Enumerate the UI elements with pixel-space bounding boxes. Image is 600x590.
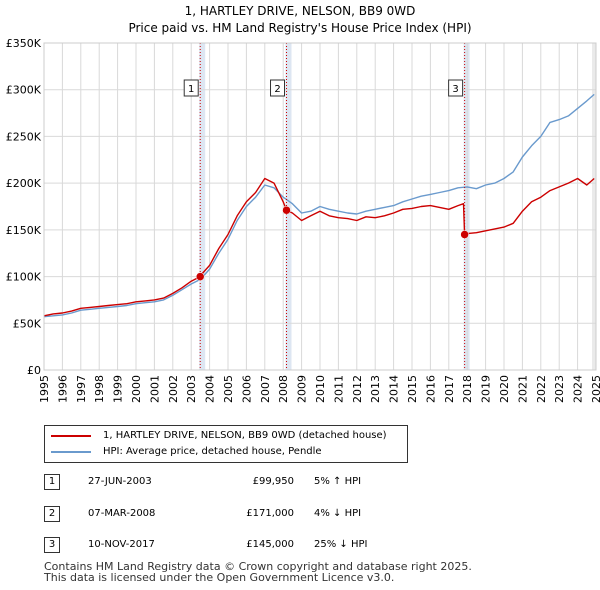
x-tick-label: 1999 [112,375,125,403]
sale-label-number: 2 [274,84,280,95]
chart-legend: 1, HARTLEY DRIVE, NELSON, BB9 0WD (detac… [44,425,408,463]
legend-swatch-property [51,435,91,437]
plot-frame [43,42,597,371]
x-tick-label: 2019 [480,375,493,403]
x-tick-label: 2024 [572,375,585,403]
x-tick-label: 2020 [498,375,511,403]
price-chart: 1, HARTLEY DRIVE, NELSON, BB9 0WD Price … [6,4,600,403]
x-tick-label: 2006 [240,375,253,403]
x-tick-label: 2016 [424,375,437,403]
future-shade-band [592,43,596,370]
x-tick-label: 2015 [406,375,419,403]
x-tick-label: 1998 [93,375,106,403]
x-tick-label: 2023 [553,375,566,403]
x-tick-label: 2012 [351,375,364,403]
x-tick-label: 2017 [443,375,456,403]
sale-point [282,205,291,215]
footer-attribution: Contains HM Land Registry data © Crown c… [44,561,472,583]
sale-point [460,230,469,239]
series-line-property [43,177,595,317]
transaction-date: 10-NOV-2017 [88,539,155,550]
series-line-hpi [43,93,595,318]
x-tick-label: 1995 [38,375,51,403]
x-tick-label: 2021 [516,375,529,403]
transaction-hpi-diff: 25% ↓ HPI [314,539,368,550]
y-tick-label: £0 [27,364,41,377]
y-tick-label: £50K [13,317,42,330]
x-tick-label: 2003 [185,375,198,403]
x-tick-label: 2014 [388,375,401,403]
legend-label-property: 1, HARTLEY DRIVE, NELSON, BB9 0WD (detac… [103,430,387,441]
chart-subtitle: Price paid vs. HM Land Registry's House … [128,21,471,35]
y-tick-label: £200K [6,177,42,190]
sale-label-number: 1 [188,84,194,95]
sale-shade-band [199,43,206,370]
chart-title: 1, HARTLEY DRIVE, NELSON, BB9 0WD [185,4,416,18]
x-tick-label: 2000 [130,375,143,403]
transaction-number: 1 [44,474,60,490]
y-tick-label: £100K [6,271,42,284]
sale-shade-band [463,43,470,370]
transaction-hpi-diff: 4% ↓ HPI [314,508,362,519]
y-tick-label: £350K [6,37,42,50]
x-tick-label: 2018 [461,375,474,403]
x-tick-label: 2007 [259,375,272,403]
x-tick-label: 2002 [167,375,180,403]
x-tick-label: 2025 [590,375,600,403]
footer-copyright: Contains HM Land Registry data © Crown c… [44,560,472,573]
legend-label-hpi: HPI: Average price, detached house, Pend… [103,446,322,457]
x-tick-label: 1997 [75,375,88,403]
sale-label-box [270,79,286,97]
y-tick-label: £250K [6,130,42,143]
x-tick-label: 2005 [222,375,235,403]
x-tick-label: 2004 [204,375,217,403]
transaction-date: 07-MAR-2008 [88,508,156,519]
x-tick-label: 2009 [296,375,309,403]
x-tick-label: 2022 [535,375,548,403]
footer-licence: This data is licensed under the Open Gov… [44,571,395,584]
sale-label-box [448,79,464,97]
transaction-price: £145,000 [246,539,294,550]
sale-point [195,272,205,281]
sale-label-number: 3 [452,84,458,95]
transaction-hpi-diff: 5% ↑ HPI [314,476,362,487]
x-tick-label: 2001 [148,375,161,403]
legend-swatch-hpi [51,451,91,453]
sale-label-box [183,79,199,97]
y-tick-label: £300K [6,84,42,97]
x-tick-label: 1996 [56,375,69,403]
transaction-number: 2 [44,506,60,522]
y-tick-label: £150K [6,224,42,237]
x-tick-label: 2008 [277,375,290,403]
transaction-date: 27-JUN-2003 [88,476,152,487]
x-tick-label: 2013 [369,375,382,403]
transaction-number: 3 [44,537,60,553]
transaction-price: £99,950 [252,476,294,487]
x-tick-label: 2010 [314,375,327,403]
x-tick-label: 2011 [332,375,345,403]
transaction-price: £171,000 [246,508,294,519]
